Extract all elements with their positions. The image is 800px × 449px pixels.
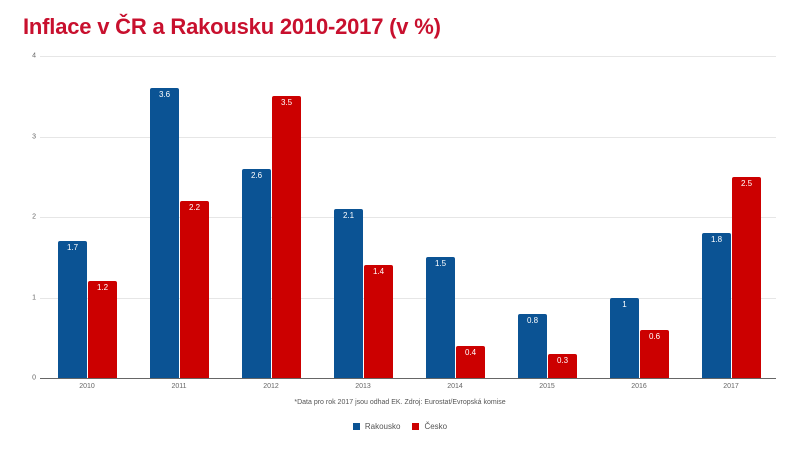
bar-value-label: 3.6 (158, 90, 171, 100)
gridline (40, 297, 776, 299)
bar-value-label: 0.4 (464, 347, 477, 357)
x-tick-label: 2015 (539, 383, 555, 390)
plot-area: 0 1 2 3 4 1.7 1.2 2010 3.6 2.2 2011 2.6 3.5 2012 2.1 1.… (32, 53, 776, 390)
bar-rakousko-2017[interactable]: 1.8 (702, 233, 731, 378)
y-tick-label: 1 (32, 294, 36, 301)
legend-swatch-cesko (412, 423, 420, 430)
bar-value-label: 2.1 (342, 210, 355, 220)
gridline (40, 136, 776, 138)
bar-value-label: 0.8 (526, 315, 539, 325)
bar-value-label: 1.5 (434, 259, 447, 269)
bar-value-label: 2.2 (188, 202, 201, 212)
x-tick-label: 2014 (447, 383, 463, 390)
bar-česko-2011[interactable]: 2.2 (180, 200, 209, 378)
bar-rakousko-2010[interactable]: 1.7 (58, 241, 87, 378)
legend-label-rakousko: Rakousko (364, 422, 401, 431)
bar-rakousko-2011[interactable]: 3.6 (150, 88, 179, 378)
bar-value-label: 2.6 (250, 170, 263, 180)
y-tick-label: 0 (32, 374, 36, 382)
bar-value-label: 3.5 (280, 98, 293, 108)
x-tick-label: 2017 (723, 383, 739, 390)
y-tick-label: 4 (32, 52, 36, 60)
bar-česko-2012[interactable]: 3.5 (272, 96, 301, 378)
bar-rakousko-2013[interactable]: 2.1 (334, 208, 363, 378)
gridline (40, 217, 776, 218)
legend-label-cesko: Česko (424, 422, 448, 431)
x-tick-label: 2012 (263, 383, 279, 390)
legend: Rakousko Česko (0, 422, 800, 431)
bar-value-label: 1.7 (66, 243, 79, 253)
bar-value-label: 0.6 (648, 331, 661, 341)
gridline (40, 56, 776, 57)
legend-item-rakousko[interactable]: Rakousko (352, 422, 401, 431)
bar-česko-2017[interactable]: 2.5 (732, 176, 761, 378)
bar-rakousko-2012[interactable]: 2.6 (242, 168, 271, 378)
bar-value-label: 1.2 (96, 283, 109, 293)
bar-value-label: 0.3 (556, 355, 569, 365)
bar-value-label: 1.4 (372, 267, 385, 277)
bar-rakousko-2016[interactable]: 1 (610, 297, 639, 378)
y-tick-label: 2 (32, 213, 36, 221)
bar-česko-2016[interactable]: 0.6 (640, 329, 669, 378)
bar-česko-2013[interactable]: 1.4 (364, 265, 393, 378)
bar-česko-2015[interactable]: 0.3 (548, 353, 577, 378)
x-tick-label: 2011 (171, 383, 187, 390)
bar-rakousko-2015[interactable]: 0.8 (518, 313, 547, 378)
bar-value-label: 2.5 (740, 178, 753, 188)
x-tick-label: 2010 (79, 383, 95, 390)
legend-item-cesko[interactable]: Česko (412, 422, 447, 431)
bar-value-label: 1.8 (710, 235, 723, 245)
bar-value-label: 1 (622, 299, 627, 309)
x-axis-line (40, 378, 776, 379)
y-tick-label: 3 (32, 133, 36, 140)
x-tick-label: 2016 (631, 383, 647, 390)
chart-title: Inflace v ČR a Rakousku 2010-2017 (v %) (23, 14, 441, 39)
bar-česko-2010[interactable]: 1.2 (88, 281, 117, 378)
bar-rakousko-2014[interactable]: 1.5 (426, 257, 455, 378)
x-tick-label: 2013 (355, 383, 371, 390)
legend-swatch-rakousko (352, 423, 360, 430)
bar-česko-2014[interactable]: 0.4 (456, 345, 485, 378)
source-note: *Data pro rok 2017 jsou odhad EK. Zdroj:… (294, 399, 506, 406)
